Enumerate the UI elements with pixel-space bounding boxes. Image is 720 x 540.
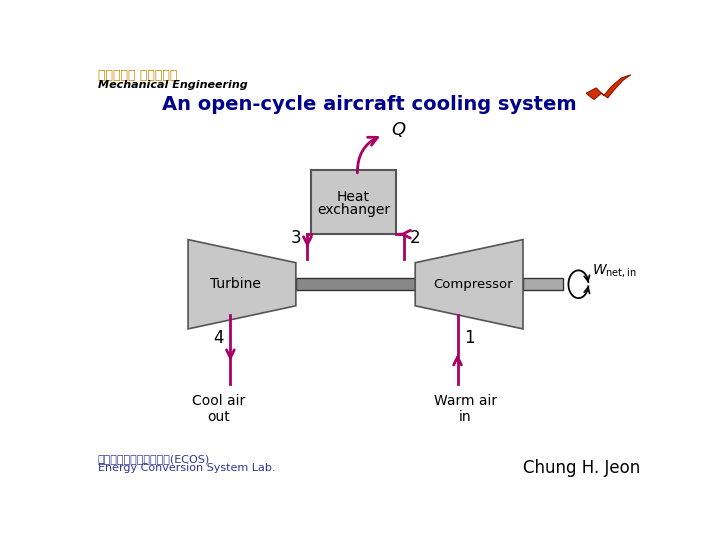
Text: Cool air
out: Cool air out (192, 394, 246, 424)
Text: An open-cycle aircraft cooling system: An open-cycle aircraft cooling system (162, 96, 576, 114)
Text: 에너지변환시스템연구실(ECOS): 에너지변환시스템연구실(ECOS) (98, 454, 210, 464)
Text: Turbine: Turbine (210, 277, 261, 291)
Text: 1: 1 (464, 329, 474, 347)
Text: Mechanical Engineering: Mechanical Engineering (98, 80, 248, 90)
Polygon shape (188, 240, 296, 329)
Text: $W_\mathregular{net,in}$: $W_\mathregular{net,in}$ (592, 262, 636, 279)
Text: 3: 3 (291, 229, 301, 247)
Text: exchanger: exchanger (317, 202, 390, 217)
Text: Compressor: Compressor (433, 278, 513, 291)
Text: 4: 4 (214, 329, 224, 347)
Text: Chung H. Jeon: Chung H. Jeon (523, 460, 640, 477)
Bar (296, 278, 415, 291)
FancyArrowPatch shape (357, 137, 377, 173)
Bar (311, 170, 396, 234)
Text: 2: 2 (410, 229, 420, 247)
Polygon shape (586, 75, 631, 99)
Text: Heat: Heat (337, 190, 370, 204)
Bar (523, 278, 563, 291)
Text: Warm air
in: Warm air in (433, 394, 497, 424)
Text: $Q$: $Q$ (390, 120, 406, 139)
Polygon shape (415, 240, 523, 329)
Text: 부산대학교 기계공학부: 부산대학교 기계공학부 (98, 69, 177, 82)
Text: Energy Conversion System Lab.: Energy Conversion System Lab. (98, 463, 276, 473)
